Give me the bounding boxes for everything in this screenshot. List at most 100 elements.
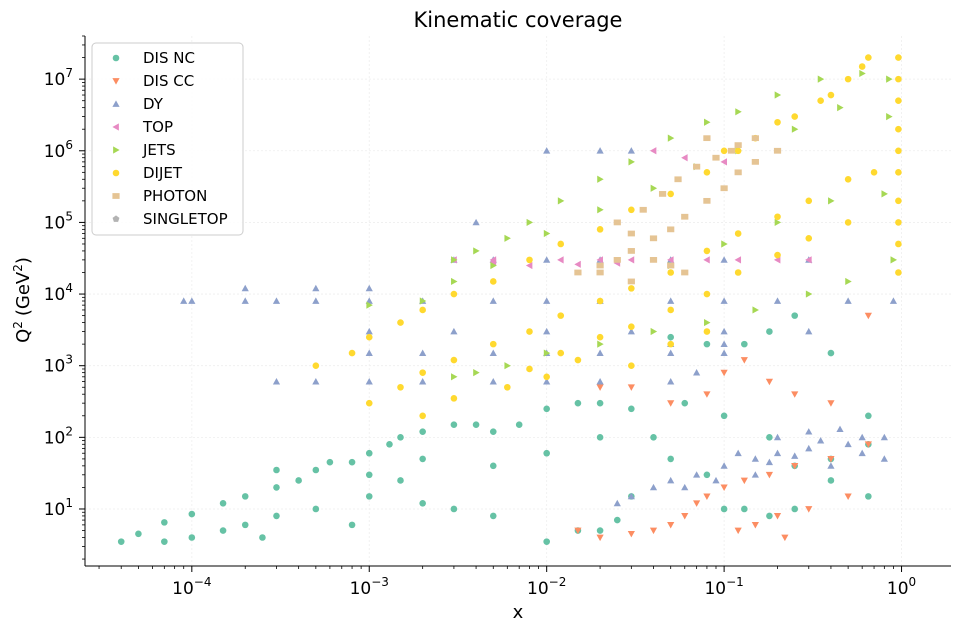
point-dy xyxy=(765,458,774,466)
point-top xyxy=(805,256,812,264)
point-dijet xyxy=(557,349,565,357)
point-dy xyxy=(791,452,799,459)
point-dis-cc xyxy=(765,471,774,479)
point-dis-nc xyxy=(766,328,773,335)
point-dy xyxy=(880,455,888,462)
point-dy xyxy=(773,449,782,457)
point-dy xyxy=(627,492,635,500)
point-photon xyxy=(734,169,742,176)
point-photon xyxy=(712,154,720,161)
point-dijet xyxy=(703,247,711,255)
point-dijet xyxy=(895,54,902,61)
point-jets xyxy=(490,261,497,270)
point-dijet xyxy=(734,147,742,155)
point-jets xyxy=(597,175,604,183)
point-dy xyxy=(489,377,497,385)
series-dis-cc xyxy=(574,312,872,542)
point-jets xyxy=(881,190,888,198)
point-dy xyxy=(773,433,782,441)
point-dis-nc xyxy=(386,440,393,448)
point-photon xyxy=(734,142,742,148)
point-jets xyxy=(774,91,782,99)
point-dijet xyxy=(870,169,878,176)
point-dijet xyxy=(557,240,565,248)
point-jets xyxy=(366,301,373,309)
point-dis-nc xyxy=(161,519,168,526)
point-dis-cc xyxy=(781,534,789,542)
point-dy xyxy=(734,449,742,457)
point-photon xyxy=(773,147,782,154)
point-dis-nc xyxy=(489,428,497,435)
x-tick-label: 10−3 xyxy=(350,575,389,599)
point-dy xyxy=(312,297,320,304)
point-jets xyxy=(650,184,658,192)
point-jets xyxy=(451,256,458,264)
point-dijet xyxy=(791,113,799,120)
point-dijet xyxy=(895,240,902,248)
point-dis-nc xyxy=(667,333,674,341)
point-photon xyxy=(613,219,621,226)
point-dis-nc xyxy=(312,466,320,474)
point-top xyxy=(667,256,674,264)
point-dis-cc xyxy=(627,530,635,538)
point-dijet xyxy=(596,297,604,305)
point-dis-nc xyxy=(628,405,635,413)
point-photon xyxy=(681,213,689,220)
point-dy xyxy=(720,327,728,335)
point-dy xyxy=(613,499,621,507)
point-dy xyxy=(543,297,551,304)
point-dijet xyxy=(895,197,902,205)
point-dis-nc xyxy=(419,455,426,463)
point-dy xyxy=(365,377,373,385)
point-dis-nc xyxy=(650,434,657,441)
point-dy xyxy=(693,471,701,478)
point-jets xyxy=(837,104,844,112)
point-jets xyxy=(419,297,427,305)
point-top xyxy=(557,256,564,264)
point-dijet xyxy=(397,383,404,391)
point-jets xyxy=(526,218,534,227)
legend-label-dy: DY xyxy=(143,95,164,113)
legend-label-jets: JETS xyxy=(142,141,176,159)
point-photon xyxy=(613,256,621,263)
point-photon xyxy=(751,135,759,142)
point-dis-cc xyxy=(791,391,799,398)
point-dijet xyxy=(895,125,902,133)
y-tick-label: 102 xyxy=(44,424,73,448)
point-dis-nc xyxy=(419,500,426,507)
point-dy xyxy=(627,147,635,154)
point-dis-nc xyxy=(188,510,196,518)
point-dy xyxy=(312,284,320,292)
point-dis-nc xyxy=(450,421,458,429)
point-photon xyxy=(703,197,711,204)
point-dijet xyxy=(895,75,902,83)
point-photon xyxy=(674,176,682,183)
point-dy xyxy=(817,437,825,444)
point-dijet xyxy=(865,54,872,61)
legend-item-dis-nc: DIS NC xyxy=(112,49,195,67)
point-dy xyxy=(858,449,866,457)
point-photon xyxy=(693,163,701,170)
point-jets xyxy=(628,158,635,166)
point-dijet xyxy=(895,269,902,276)
point-dijet xyxy=(596,333,604,341)
point-dis-cc xyxy=(765,378,774,386)
plot-area xyxy=(117,54,902,545)
x-tick-label: 10−1 xyxy=(704,575,743,599)
point-dijet xyxy=(419,306,426,314)
legend-item-dijet: DIJET xyxy=(112,164,183,182)
point-dy xyxy=(596,147,604,154)
point-dis-nc xyxy=(720,505,728,513)
point-photon xyxy=(649,256,658,263)
point-dy xyxy=(720,256,728,263)
point-dy xyxy=(365,349,373,356)
point-photon xyxy=(627,278,635,285)
point-dijet xyxy=(397,319,404,326)
point-top xyxy=(649,147,657,155)
point-dis-cc xyxy=(667,400,675,407)
point-dis-nc xyxy=(450,505,458,513)
y-tick-label: 101 xyxy=(44,496,73,520)
point-photon xyxy=(596,269,604,276)
point-dijet xyxy=(526,256,533,264)
